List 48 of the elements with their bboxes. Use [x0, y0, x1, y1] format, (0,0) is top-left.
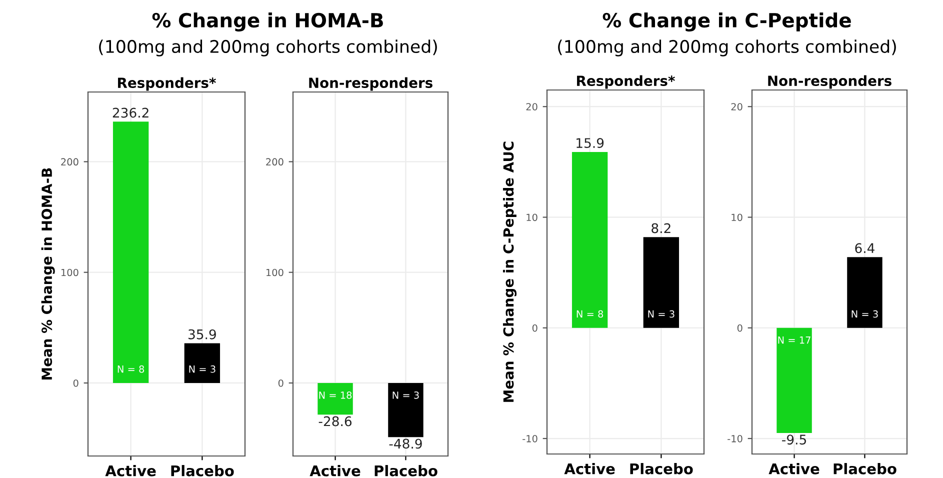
chart-title: Responders* — [577, 75, 675, 89]
y-tick-label: 200 — [266, 158, 284, 166]
data-label: 236.2 — [112, 108, 148, 118]
annotation: N = 8 — [118, 365, 144, 373]
data-label: -28.6 — [318, 416, 352, 426]
y-tick-label: 200 — [61, 158, 78, 166]
text: % Change in HOMA-B — [152, 12, 383, 32]
y-tick-label: -10 — [522, 434, 538, 442]
data-label: 35.9 — [188, 329, 216, 340]
data-label: 8.2 — [652, 223, 670, 234]
y-tick-label: 100 — [266, 268, 284, 276]
y-tick-label: 20 — [526, 103, 538, 110]
annotation: N = 8 — [576, 310, 604, 318]
y-tick-label: 0 — [532, 324, 538, 332]
annotation: N = 3 — [392, 391, 419, 399]
y-tick-label: 10 — [526, 214, 538, 222]
chart-title: Non-responders — [309, 77, 432, 91]
data-label: 15.9 — [576, 138, 604, 148]
data-label: -9.5 — [782, 434, 806, 445]
x-tick-label: Placebo — [171, 465, 234, 476]
y-tick-label: 100 — [61, 268, 78, 276]
y-axis-title: Mean % Change in HOMA-B — [41, 168, 55, 380]
annotation: N = 3 — [852, 310, 878, 318]
x-tick-label: Placebo — [834, 463, 896, 474]
x-tick-label: Active — [310, 465, 360, 476]
y-tick-label: 20 — [731, 103, 742, 110]
y-tick-label: 10 — [732, 214, 742, 222]
x-tick-label: Placebo — [630, 463, 693, 474]
annotation: N = 3 — [648, 310, 674, 318]
x-tick-label: Active — [564, 463, 615, 474]
text: (100mg and 200mg cohorts combined) — [99, 40, 437, 56]
x-tick-label: Placebo — [374, 465, 438, 476]
x-tick-label: Active — [768, 463, 820, 474]
chart-title: Non-responders — [768, 75, 892, 89]
y-tick-label: -10 — [728, 434, 742, 442]
annotation: N = 3 — [189, 365, 216, 373]
annotation: N = 17 — [778, 336, 810, 344]
y-tick-label: 0 — [278, 379, 284, 387]
y-axis-title: Mean % Change in C-Peptide AUC — [502, 142, 517, 402]
x-tick-label: Active — [105, 465, 156, 476]
data-label: -48.9 — [389, 438, 422, 449]
text: % Change in C-Peptide — [602, 12, 851, 32]
text: (100mg and 200mg cohorts combined) — [558, 40, 896, 56]
annotation: N = 18 — [319, 391, 352, 399]
y-tick-label: 0 — [73, 379, 78, 387]
y-tick-label: 0 — [737, 324, 742, 332]
chart-title: Responders* — [118, 77, 216, 91]
data-label: 6.4 — [855, 243, 874, 254]
